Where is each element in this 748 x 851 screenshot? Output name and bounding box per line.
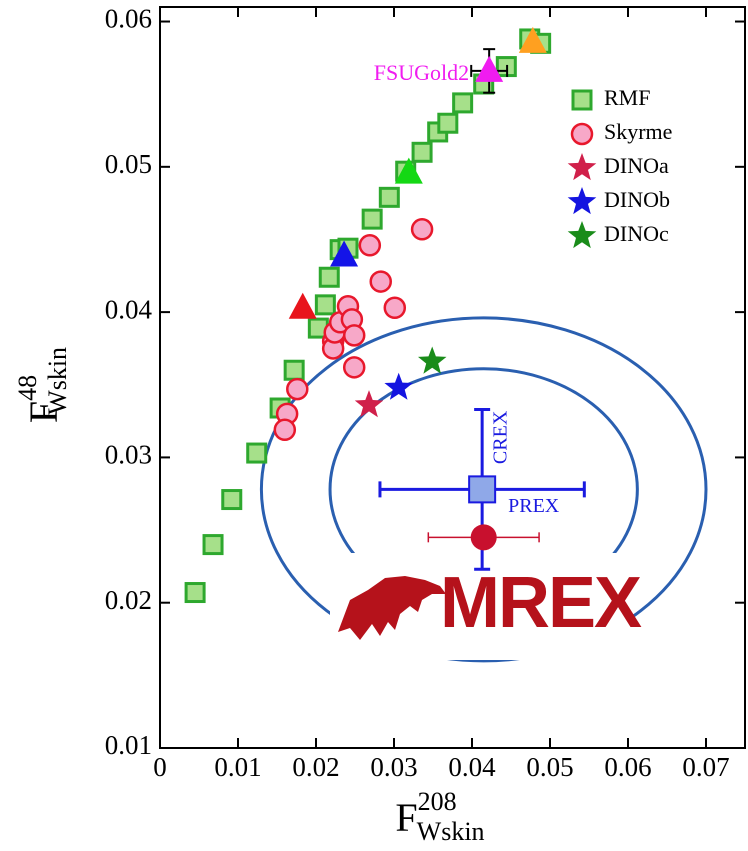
marker-square	[184, 582, 206, 604]
y-tick-label: 0.05	[105, 149, 152, 179]
x-tick-label: 0.02	[292, 752, 339, 782]
marker-square	[283, 359, 305, 381]
axis-label-sup: 208	[418, 787, 457, 816]
y-tick-label: 0.03	[105, 440, 152, 470]
legend-label: DINOc	[604, 221, 669, 246]
measurement-point	[468, 475, 497, 504]
marker-square	[314, 294, 336, 316]
axis-label-base: F	[395, 795, 417, 840]
x-tick-label: 0.03	[370, 752, 417, 782]
point-label: FSUGold2	[374, 60, 469, 85]
marker-square	[246, 442, 268, 464]
marker-star	[567, 221, 597, 249]
logo-text: MREX	[440, 563, 642, 643]
marker-circle	[358, 234, 382, 257]
axis-label: F208 Wskin	[395, 787, 484, 846]
marker-square	[202, 534, 224, 556]
plot-frame	[159, 6, 746, 749]
logo-dinosaur	[338, 576, 446, 640]
logo: MREX	[330, 553, 644, 660]
y-tick-label: 0.06	[105, 4, 152, 34]
marker-square	[571, 89, 593, 111]
x-tick-label: 0.01	[214, 752, 261, 782]
axis-label-sub: Wskin	[417, 817, 485, 846]
marker-circle	[273, 418, 297, 442]
marker-square	[411, 141, 433, 163]
marker-square	[361, 208, 383, 230]
marker-star	[384, 372, 413, 400]
marker-triangle	[288, 292, 317, 319]
marker-square	[318, 266, 340, 288]
marker-star	[418, 346, 447, 374]
measurement-label: PREX	[508, 495, 560, 517]
projection-point	[470, 524, 497, 551]
y-tick-label: 0.01	[105, 730, 152, 760]
x-tick-label: 0.05	[526, 752, 573, 782]
marker-circle	[410, 218, 434, 241]
contour	[259, 316, 708, 663]
y-tick-label: 0.02	[105, 585, 152, 615]
marker-triangle	[330, 240, 359, 267]
axis-label-sup: 48	[13, 375, 42, 401]
measurement-label: CREX	[490, 410, 512, 464]
axis-label-base: F	[21, 401, 66, 423]
x-tick-label: 0.04	[448, 752, 496, 782]
marker-square	[378, 186, 400, 208]
legend-label: DINOb	[604, 187, 670, 212]
marker-circle	[369, 270, 392, 293]
marker-circle	[286, 377, 309, 401]
marker-circle	[342, 356, 366, 379]
y-tick-label: 0.04	[105, 294, 153, 324]
legend-label: Skyrme	[604, 119, 672, 144]
marker-square	[437, 112, 459, 134]
x-tick-label: 0	[153, 752, 167, 782]
marker-triangle	[394, 157, 423, 184]
marker-star	[567, 187, 597, 215]
x-tick-label: 0.07	[682, 752, 729, 782]
marker-square	[452, 92, 474, 114]
marker-circle	[383, 296, 407, 320]
marker-star	[567, 153, 597, 181]
marker-circle	[570, 122, 594, 146]
legend-label: RMF	[604, 85, 650, 110]
legend-label: DINOa	[604, 153, 669, 178]
axis-label-sub: Wskin	[43, 347, 72, 415]
axis-label: F48Wskin	[13, 347, 72, 423]
marker-circle	[342, 324, 366, 347]
marker-triangle	[518, 26, 547, 53]
marker-triangle	[475, 55, 504, 82]
marker-star	[354, 390, 384, 418]
marker-square	[221, 489, 243, 511]
x-tick-label: 0.06	[604, 752, 651, 782]
